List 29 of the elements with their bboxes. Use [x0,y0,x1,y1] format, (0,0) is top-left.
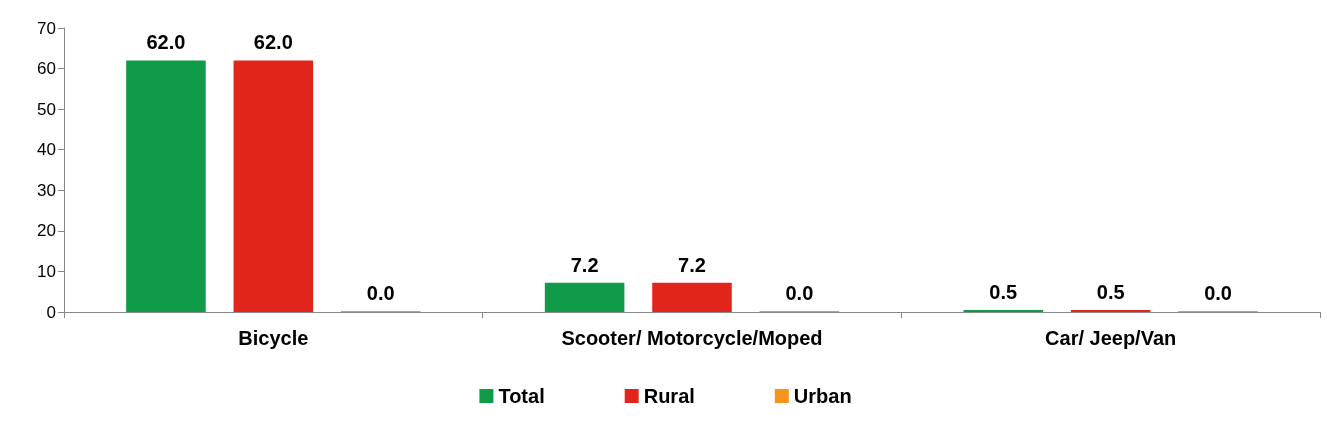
data-label: 0.5 [1096,280,1125,303]
y-tick-label: 0 [46,302,56,322]
bar [652,282,732,312]
data-label: 7.2 [570,253,599,276]
legend-label: Urban [793,385,852,407]
legend-label: Rural [643,385,695,407]
bar [1070,309,1151,312]
x-tick-label: Bicycle [238,327,309,349]
bar [544,282,625,312]
y-tick-label: 60 [37,59,56,79]
data-label: 62.0 [146,31,186,54]
y-tick-label: 30 [37,180,56,200]
y-tick-label: 10 [37,261,56,281]
data-label: 0.0 [1204,282,1232,304]
bar [963,309,1044,312]
y-tick-label: 50 [37,99,56,119]
y-tick-label: 40 [37,140,56,160]
data-label: 62.0 [253,31,293,54]
x-tick-label: Car/ Jeep/Van [1045,327,1177,349]
x-tick-label: Scooter/ Motorcycle/Moped [561,327,823,349]
data-label: 0.5 [989,280,1018,303]
legend-label: Total [498,385,545,407]
y-tick-label: 20 [37,221,56,241]
bar [233,60,314,312]
data-label: 0.0 [366,282,395,304]
y-tick-label: 70 [37,18,56,38]
data-label: 0.0 [785,282,814,304]
data-label: 7.2 [678,253,706,276]
bar [126,60,206,312]
